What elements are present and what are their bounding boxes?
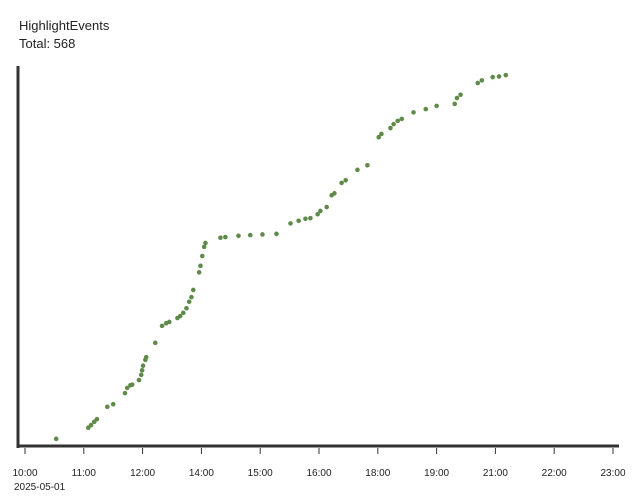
point	[303, 216, 308, 222]
point	[376, 134, 382, 140]
point	[388, 125, 393, 131]
x-tick-label: 18:00	[365, 468, 390, 479]
point	[423, 106, 429, 112]
point	[343, 177, 348, 183]
point	[458, 92, 463, 98]
point	[166, 319, 172, 325]
x-tick-label: 16:00	[306, 468, 331, 479]
point	[110, 401, 116, 407]
point	[88, 422, 94, 428]
point	[395, 118, 401, 124]
point	[296, 218, 301, 224]
point	[152, 340, 158, 346]
point	[391, 121, 396, 127]
chart-title: HighlightEvents	[19, 18, 110, 33]
point	[247, 232, 253, 238]
x-tick-label: 12:00	[130, 468, 155, 479]
point	[190, 287, 196, 293]
x-tick-label: 21:00	[483, 468, 508, 479]
point	[318, 208, 323, 214]
point	[138, 372, 144, 378]
point	[454, 95, 460, 101]
point	[186, 299, 192, 305]
point	[288, 221, 293, 226]
point	[223, 234, 228, 240]
point	[365, 162, 370, 168]
point	[496, 74, 502, 79]
point	[201, 244, 207, 250]
x-tick-label: 11:00	[72, 468, 97, 479]
point	[129, 382, 135, 387]
point	[503, 72, 509, 78]
point	[379, 131, 384, 137]
point	[189, 294, 194, 300]
point	[355, 167, 360, 173]
point	[105, 404, 110, 410]
x-tick-label: 22:00	[542, 468, 567, 479]
point	[94, 416, 100, 422]
point	[177, 313, 183, 319]
point	[122, 390, 128, 396]
point	[184, 305, 189, 311]
x-tick-label: 10:00	[12, 468, 37, 479]
point	[490, 74, 495, 80]
point	[479, 78, 485, 83]
point	[200, 253, 205, 259]
point	[124, 385, 130, 391]
point	[315, 211, 320, 217]
point	[399, 116, 405, 122]
point	[143, 354, 149, 360]
point	[274, 231, 279, 237]
point	[308, 215, 313, 221]
point	[203, 240, 208, 246]
point	[159, 323, 165, 329]
x-date-label: 2025-05-01	[14, 482, 66, 493]
point	[434, 103, 439, 109]
point	[475, 80, 481, 86]
point	[332, 191, 337, 196]
point	[181, 310, 186, 316]
x-tick-label: 19:00	[424, 468, 449, 479]
point	[324, 204, 329, 210]
point	[136, 377, 142, 383]
point	[218, 235, 223, 241]
x-tick-label: 23:00	[600, 468, 625, 479]
point	[236, 233, 241, 239]
point	[53, 436, 59, 442]
point	[196, 270, 202, 275]
point	[339, 180, 344, 186]
point	[411, 110, 416, 115]
x-tick-label: 15:00	[248, 468, 273, 479]
chart-subtitle: Total: 568	[19, 36, 75, 51]
point	[198, 263, 203, 269]
point	[140, 363, 146, 368]
x-tick-label: 14:00	[189, 468, 214, 479]
point	[452, 101, 457, 107]
point	[260, 232, 265, 237]
point	[139, 367, 145, 373]
